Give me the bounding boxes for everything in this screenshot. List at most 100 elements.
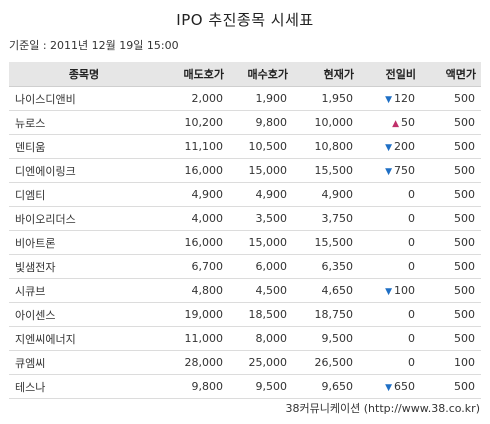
change-value: 0	[408, 212, 415, 225]
current-price-cell: 15,500	[293, 158, 359, 183]
stock-name-cell: 뉴로스	[9, 110, 159, 135]
change-value: 0	[408, 236, 415, 249]
current-price-cell: 26,500	[293, 350, 359, 375]
par-value-cell: 500	[421, 326, 481, 351]
bid-price-cell: 4,900	[229, 182, 293, 207]
table-row: 나이스디앤비 2,000 1,900 1,950 ▼ 120 500	[9, 86, 481, 111]
par-value-cell: 500	[421, 374, 481, 399]
bid-price-cell: 6,000	[229, 254, 293, 279]
bid-price-cell: 8,000	[229, 326, 293, 351]
stock-name-cell: 디엔에이링크	[9, 158, 159, 183]
table-row: 비아트론 16,000 15,000 15,500 0 500	[9, 230, 481, 255]
quote-table: 종목명 매도호가 매수호가 현재가 전일비 액면가 나이스디앤비 2,000 1,9…	[9, 62, 481, 399]
current-price-cell: 10,800	[293, 134, 359, 159]
change-value: 750	[394, 164, 415, 177]
par-value-cell: 500	[421, 158, 481, 183]
change-cell: 0	[359, 302, 421, 327]
par-value-cell: 500	[421, 206, 481, 231]
change-value: 650	[394, 380, 415, 393]
change-value: 50	[401, 116, 415, 129]
page-title: IPO 추진종목 시세표	[176, 11, 314, 29]
ask-price-cell: 11,100	[159, 134, 229, 159]
source-credit: 38커뮤니케이션 (http://www.38.co.kr)	[285, 402, 480, 415]
par-value-cell: 500	[421, 182, 481, 207]
triangle-down-icon: ▼	[385, 383, 392, 393]
current-price-cell: 9,650	[293, 374, 359, 399]
bid-price-cell: 15,000	[229, 230, 293, 255]
triangle-down-icon: ▼	[385, 167, 392, 177]
change-cell: ▼ 200	[359, 134, 421, 159]
ask-price-cell: 28,000	[159, 350, 229, 375]
stock-name-cell: 빛샘전자	[9, 254, 159, 279]
current-price-cell: 15,500	[293, 230, 359, 255]
stock-name-cell: 비아트론	[9, 230, 159, 255]
bid-price-cell: 3,500	[229, 206, 293, 231]
ask-price-cell: 19,000	[159, 302, 229, 327]
table-row: 뉴로스 10,200 9,800 10,000 ▲ 50 500	[9, 110, 481, 135]
change-cell: 0	[359, 230, 421, 255]
current-price-cell: 4,650	[293, 278, 359, 303]
stock-name-cell: 지엔씨에너지	[9, 326, 159, 351]
ask-price-cell: 10,200	[159, 110, 229, 135]
table-row: 큐엠씨 28,000 25,000 26,500 0 100	[9, 350, 481, 375]
ask-price-cell: 16,000	[159, 158, 229, 183]
column-header-par: 액면가	[421, 62, 481, 87]
current-price-cell: 10,000	[293, 110, 359, 135]
par-value-cell: 500	[421, 230, 481, 255]
change-cell: ▼ 100	[359, 278, 421, 303]
column-header-name: 종목명	[9, 62, 159, 87]
change-value: 0	[408, 356, 415, 369]
table-row: 빛샘전자 6,700 6,000 6,350 0 500	[9, 254, 481, 279]
change-value: 200	[394, 140, 415, 153]
stock-name-cell: 테스나	[9, 374, 159, 399]
bid-price-cell: 25,000	[229, 350, 293, 375]
ask-price-cell: 4,000	[159, 206, 229, 231]
par-value-cell: 500	[421, 278, 481, 303]
bid-price-cell: 1,900	[229, 86, 293, 111]
change-cell: ▼ 750	[359, 158, 421, 183]
change-cell: 0	[359, 326, 421, 351]
current-price-cell: 18,750	[293, 302, 359, 327]
base-date: 기준일 : 2011년 12월 19일 15:00	[9, 39, 179, 52]
par-value-cell: 500	[421, 134, 481, 159]
change-cell: ▼ 650	[359, 374, 421, 399]
par-value-cell: 500	[421, 110, 481, 135]
bid-price-cell: 4,500	[229, 278, 293, 303]
table-row: 아이센스 19,000 18,500 18,750 0 500	[9, 302, 481, 327]
change-value: 0	[408, 188, 415, 201]
table-row: 디엔에이링크 16,000 15,000 15,500 ▼ 750 500	[9, 158, 481, 183]
bid-price-cell: 9,800	[229, 110, 293, 135]
bid-price-cell: 18,500	[229, 302, 293, 327]
change-value: 0	[408, 260, 415, 273]
stock-name-cell: 덴티움	[9, 134, 159, 159]
change-cell: ▲ 50	[359, 110, 421, 135]
table-row: 디엠티 4,900 4,900 4,900 0 500	[9, 182, 481, 207]
stock-name-cell: 시큐브	[9, 278, 159, 303]
current-price-cell: 6,350	[293, 254, 359, 279]
triangle-down-icon: ▼	[385, 287, 392, 297]
par-value-cell: 100	[421, 350, 481, 375]
change-value: 120	[394, 92, 415, 105]
column-header-change: 전일비	[359, 62, 421, 87]
change-value: 0	[408, 308, 415, 321]
stock-name-cell: 나이스디앤비	[9, 86, 159, 111]
current-price-cell: 3,750	[293, 206, 359, 231]
stock-name-cell: 바이오리더스	[9, 206, 159, 231]
change-cell: 0	[359, 206, 421, 231]
column-header-bid: 매수호가	[229, 62, 293, 87]
change-cell: 0	[359, 350, 421, 375]
change-cell: ▼ 120	[359, 86, 421, 111]
current-price-cell: 4,900	[293, 182, 359, 207]
table-row: 테스나 9,800 9,500 9,650 ▼ 650 500	[9, 374, 481, 399]
stock-name-cell: 큐엠씨	[9, 350, 159, 375]
table-row: 시큐브 4,800 4,500 4,650 ▼ 100 500	[9, 278, 481, 303]
column-header-ask: 매도호가	[159, 62, 229, 87]
table-row: 바이오리더스 4,000 3,500 3,750 0 500	[9, 206, 481, 231]
ask-price-cell: 2,000	[159, 86, 229, 111]
table-header-row: 종목명 매도호가 매수호가 현재가 전일비 액면가	[9, 62, 481, 87]
bid-price-cell: 9,500	[229, 374, 293, 399]
ask-price-cell: 4,800	[159, 278, 229, 303]
ask-price-cell: 4,900	[159, 182, 229, 207]
change-cell: 0	[359, 254, 421, 279]
change-value: 100	[394, 284, 415, 297]
